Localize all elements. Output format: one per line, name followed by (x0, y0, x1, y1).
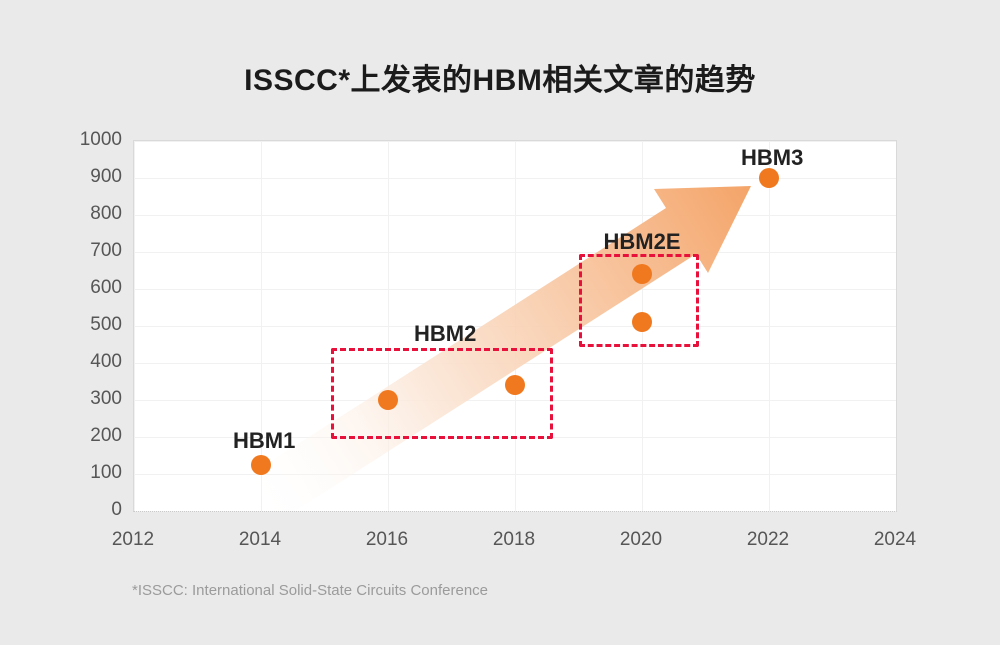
y-tick-label: 0 (111, 499, 122, 520)
y-tick-label: 100 (90, 462, 122, 483)
data-point-hbm1 (251, 454, 271, 475)
data-point-hbm2e (632, 312, 652, 333)
group-box-hbm2 (330, 348, 554, 439)
y-tick-label: 700 (90, 240, 122, 261)
y-tick-label: 300 (90, 388, 122, 409)
trend-arrow (248, 186, 751, 511)
x-tick-label: 2022 (746, 529, 790, 550)
generation-label-hbm1: HBM1 (233, 427, 296, 453)
generation-label-hbm2e: HBM2E (603, 229, 681, 255)
y-tick-label: 800 (90, 203, 122, 224)
group-box-hbm2e (578, 253, 700, 348)
x-tick-label: 2012 (111, 529, 155, 550)
y-tick-label: 900 (90, 166, 122, 187)
x-tick-label: 2020 (619, 529, 663, 550)
data-point-hbm2 (378, 390, 398, 410)
x-tick-label: 2024 (873, 529, 917, 550)
footnote: *ISSCC: International Solid-State Circui… (132, 582, 489, 599)
y-tick-label: 500 (90, 314, 122, 335)
generation-label-hbm3: HBM3 (741, 145, 804, 171)
y-tick-label: 200 (90, 425, 122, 446)
y-tick-label: 1000 (79, 129, 122, 150)
x-tick-label: 2014 (238, 529, 282, 550)
data-point-hbm2 (505, 375, 525, 396)
generation-label-hbm2: HBM2 (413, 321, 477, 347)
plot-area: HBM1 HBM2 HBM2E HBM3 (133, 140, 897, 512)
y-tick-label: 600 (90, 277, 122, 298)
data-point-hbm3 (759, 168, 779, 188)
chart-title: ISSCC*上发表的HBM相关文章的趋势 (244, 64, 756, 97)
data-point-hbm2e (632, 264, 652, 285)
x-tick-label: 2016 (365, 529, 409, 550)
y-tick-label: 400 (90, 351, 122, 372)
x-tick-label: 2018 (492, 529, 536, 550)
